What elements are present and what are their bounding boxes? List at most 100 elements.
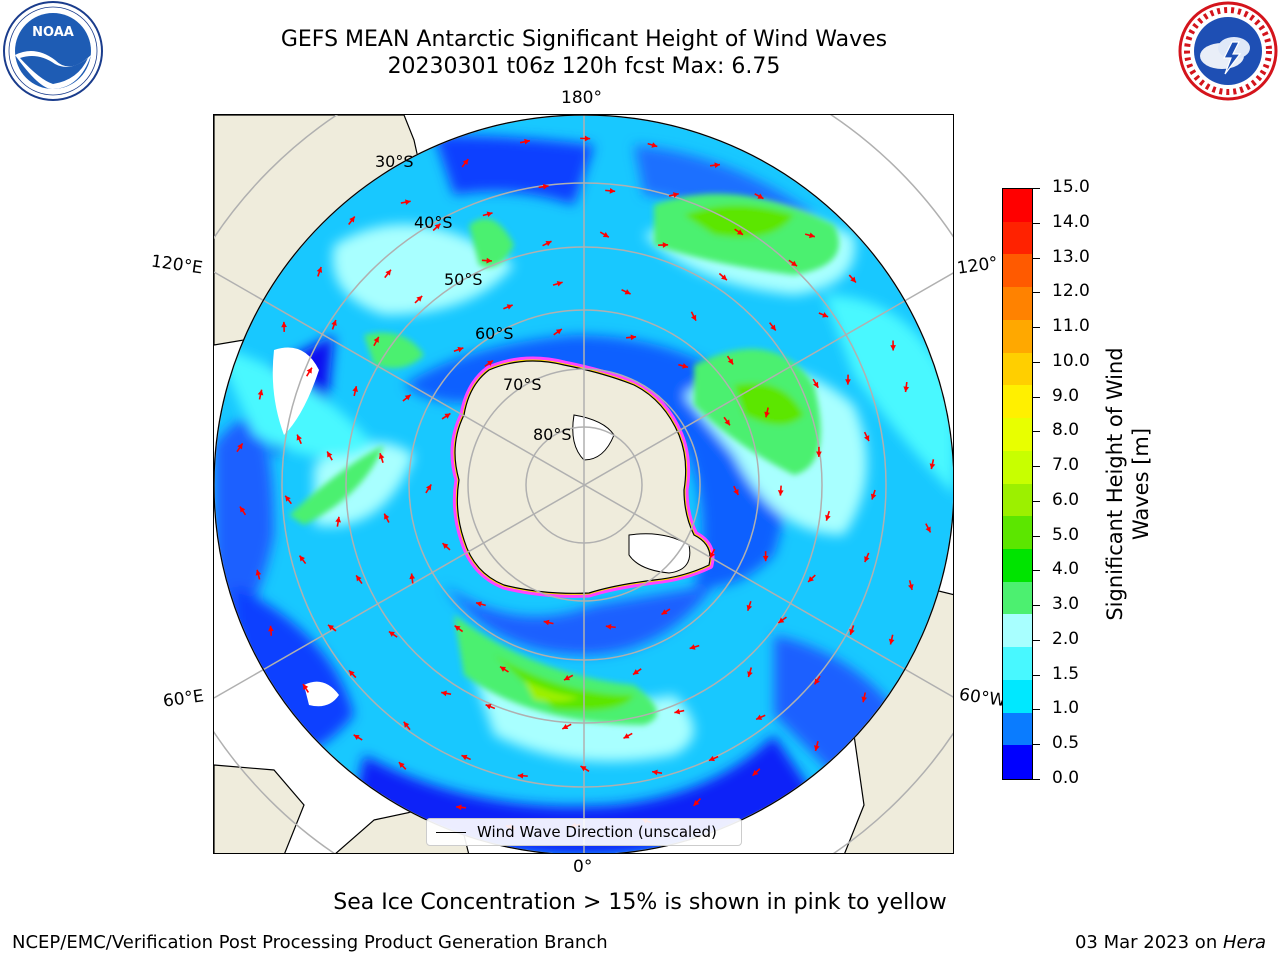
- map-legend: Wind Wave Direction (unscaled): [426, 818, 742, 846]
- lon-label-120w: 120°: [955, 253, 1000, 279]
- svg-text:NOAA: NOAA: [32, 25, 74, 40]
- wind-arrow-head: [299, 555, 306, 562]
- wind-arrow-head: [813, 381, 819, 388]
- wind-arrow-head: [814, 678, 820, 685]
- colorbar-tick-label: 2.0: [1052, 628, 1080, 649]
- wind-arrow-head: [257, 389, 264, 396]
- wind-arrow-head: [925, 526, 931, 533]
- colorbar-tick: [1033, 500, 1040, 502]
- wind-arrow-head: [398, 762, 405, 768]
- wind-arrow-head: [328, 624, 334, 631]
- wind-arrow-head: [454, 625, 461, 632]
- colorbar-title: Significant Height of Wind Waves [m]: [1102, 324, 1154, 644]
- colorbar-title-line1: Significant Height of Wind: [1103, 347, 1127, 621]
- wind-arrow-head: [486, 257, 492, 264]
- colorbar-tick-label: 8.0: [1052, 420, 1080, 441]
- colorbar-tick-label: 3.0: [1052, 594, 1080, 615]
- colorbar-tick: [1033, 466, 1040, 468]
- colorbar-segment: [1003, 450, 1032, 485]
- colorbar-tick-label: 0.5: [1052, 733, 1080, 754]
- wind-arrow-head: [462, 159, 469, 166]
- wind-arrow-head: [737, 229, 743, 235]
- wind-arrow-head: [890, 345, 896, 351]
- colorbar-segment: [1003, 352, 1032, 386]
- wind-arrow-head: [778, 617, 785, 623]
- colorbar-segment: [1003, 712, 1032, 746]
- wind-arrow-head: [757, 193, 764, 199]
- wind-arrow-head: [727, 358, 734, 365]
- lat-label-80s: 80°S: [533, 425, 572, 444]
- wind-arrow-head: [747, 671, 753, 678]
- wind-arrow-head: [870, 493, 877, 500]
- lon-label-60w: 60°W: [957, 684, 1008, 712]
- wind-arrow-head: [814, 745, 820, 751]
- footer-date-text: 03 Mar 2023 on: [1074, 932, 1223, 953]
- wind-arrow-head: [444, 413, 451, 419]
- colorbar-segment: [1003, 679, 1032, 714]
- wind-arrow-head: [487, 360, 494, 366]
- chart-subtitle: 20230301 t06z 120h fcst Max: 6.75: [387, 54, 781, 79]
- wind-arrow-head: [746, 604, 753, 611]
- wind-arrow-head: [791, 260, 798, 267]
- colorbar-tick: [1033, 744, 1040, 746]
- wind-arrow-head: [708, 755, 715, 762]
- wind-arrow-head: [724, 419, 730, 426]
- wind-arrow-head: [864, 556, 870, 563]
- wind-arrow-head: [349, 216, 355, 223]
- lat-label-40s: 40°S: [414, 213, 453, 232]
- colorbar-tick-label: 5.0: [1052, 524, 1080, 545]
- wind-arrow-head: [733, 489, 739, 496]
- colorbar-tick: [1033, 779, 1040, 780]
- wind-arrow-head: [845, 379, 851, 385]
- colorbar-tick: [1033, 396, 1040, 398]
- wind-arrow-head: [543, 619, 550, 626]
- wind-arrow-head: [316, 267, 323, 273]
- wind-arrow-head: [353, 734, 360, 741]
- colorbar-tick-label: 0.0: [1052, 768, 1080, 788]
- wind-arrow-head: [281, 321, 287, 328]
- wind-arrow-head: [385, 269, 391, 276]
- wind-arrow-head: [405, 199, 411, 206]
- colorbar-tick-label: 9.0: [1052, 385, 1080, 406]
- polar-map-canvas: [214, 115, 953, 853]
- colorbar-segment: [1003, 189, 1032, 223]
- wind-arrow-head: [808, 576, 814, 582]
- wind-arrow-head: [674, 708, 681, 715]
- wind-arrow-head: [809, 232, 815, 239]
- lat-label-30s: 30°S: [375, 152, 414, 171]
- lon-label-120e: 120°E: [149, 251, 204, 279]
- wind-arrow-head: [662, 242, 669, 248]
- wind-arrow-head: [237, 443, 243, 450]
- wind-arrow-head: [864, 435, 870, 442]
- colorbar-tick: [1033, 188, 1040, 189]
- wind-arrow-head: [888, 638, 895, 645]
- wind-arrow-head: [661, 609, 668, 615]
- wind-arrow-head: [239, 506, 246, 513]
- colorbar-tick-label: 6.0: [1052, 489, 1080, 510]
- colorbar: [1002, 188, 1033, 780]
- graticule: [214, 115, 953, 853]
- wind-arrow-head: [633, 669, 639, 675]
- wind-arrow-head: [306, 367, 312, 374]
- footer-date: 03 Mar 2023 on Hera: [1075, 932, 1266, 953]
- wind-arrow-head: [555, 329, 562, 335]
- wind-arrow-head: [624, 289, 631, 295]
- wind-arrow-head: [356, 575, 362, 582]
- wind-arrow-head: [693, 799, 700, 806]
- colorbar-tick: [1033, 431, 1040, 433]
- wind-arrow-head: [373, 336, 379, 343]
- wind-arrow-head: [562, 723, 569, 730]
- wind-arrow-head: [388, 631, 395, 637]
- wind-arrow-head: [485, 704, 492, 710]
- wind-arrow-head: [861, 696, 868, 703]
- colorbar-tick-label: 11.0: [1052, 316, 1090, 337]
- colorbar-tick: [1033, 709, 1040, 711]
- wind-arrow-head: [441, 690, 447, 697]
- wind-arrow-head: [268, 625, 274, 632]
- legend-line-swatch: [436, 832, 466, 833]
- wind-arrow-head: [384, 513, 390, 520]
- wind-arrow-head: [335, 516, 341, 523]
- wind-arrow-head: [285, 495, 291, 502]
- noaa-logo: NOAA: [3, 1, 103, 101]
- wind-arrow-head: [816, 451, 822, 457]
